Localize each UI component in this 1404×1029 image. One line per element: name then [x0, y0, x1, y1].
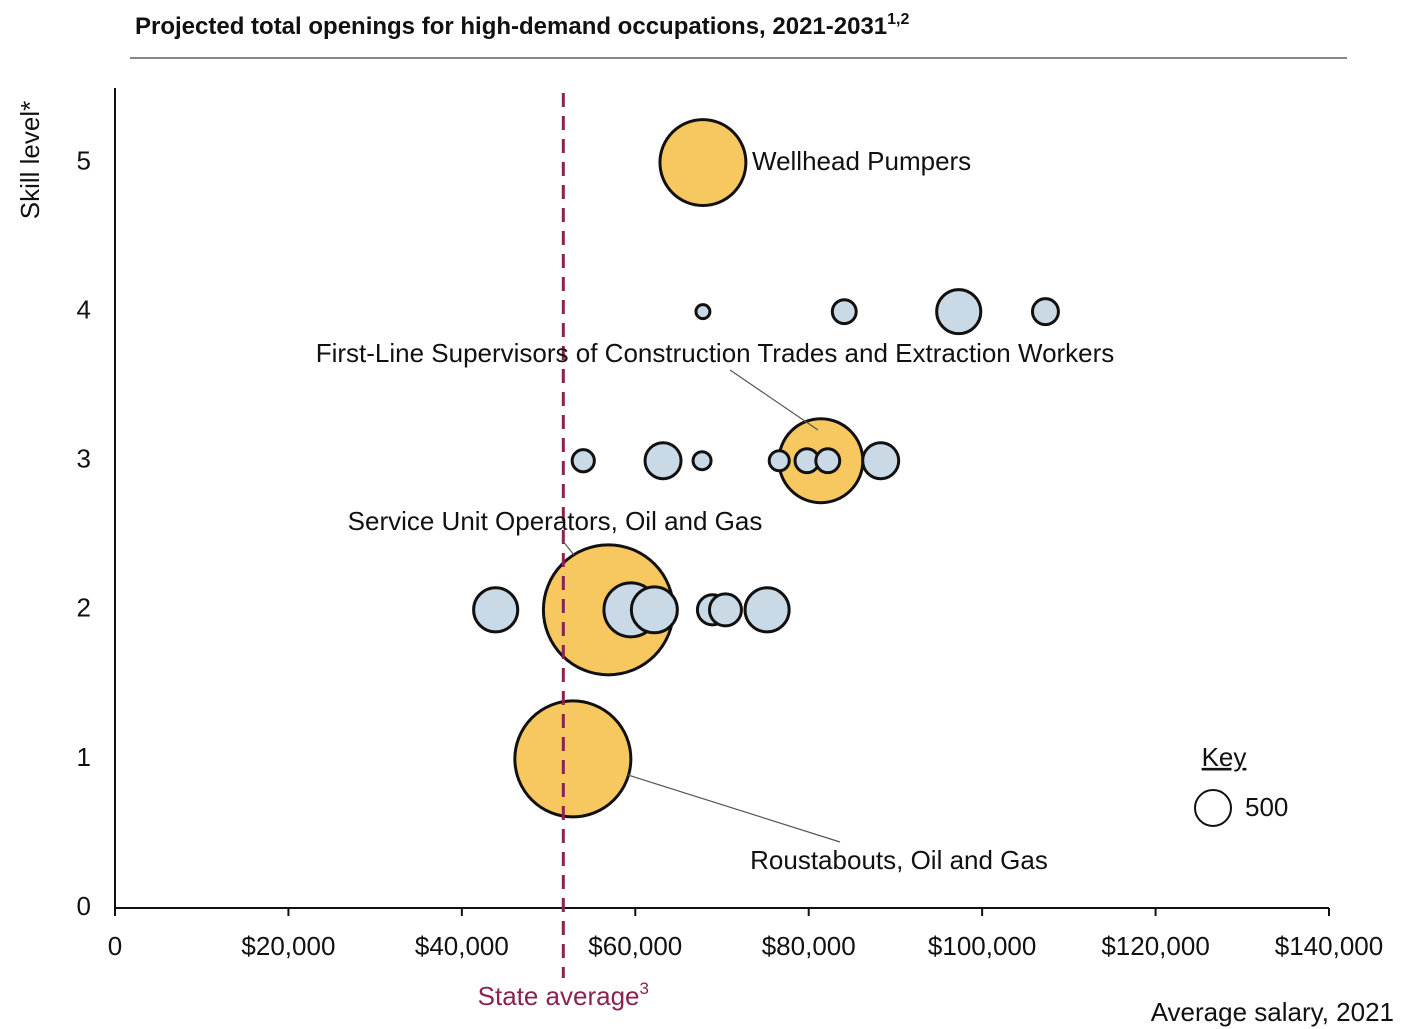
bubble	[694, 303, 712, 321]
leader-line	[627, 774, 841, 843]
annotation: Roustabouts, Oil and Gas	[750, 845, 1048, 875]
y-tick-label: 4	[77, 295, 91, 325]
key-bubble	[1194, 789, 1232, 827]
bubble	[1030, 297, 1060, 327]
y-tick-label: 2	[77, 593, 91, 623]
bubble	[814, 447, 842, 475]
bubble	[743, 586, 791, 634]
bubble	[935, 288, 983, 336]
x-tick-label: 0	[108, 931, 122, 961]
reference-label-text: State average	[478, 981, 640, 1011]
bubble	[643, 441, 683, 481]
y-tick-label: 1	[77, 742, 91, 772]
leader-line	[561, 539, 575, 556]
bubble	[830, 298, 858, 326]
key-title: Key	[1202, 742, 1247, 772]
bubble	[861, 441, 901, 481]
bubble	[570, 448, 596, 474]
bubble	[691, 450, 713, 472]
annotation: First-Line Supervisors of Construction T…	[316, 338, 1115, 368]
x-tick-label: $120,000	[1101, 931, 1209, 961]
reference-label: State average3	[478, 979, 649, 1010]
leader-line	[729, 369, 819, 431]
x-tick-label: $100,000	[928, 931, 1036, 961]
reference-label-superscript: 3	[640, 979, 649, 998]
bubble	[767, 449, 791, 473]
y-tick-label: 0	[77, 891, 91, 921]
title-text: Projected total openings for high-demand…	[135, 13, 887, 40]
chart-title: Projected total openings for high-demand…	[135, 11, 910, 40]
y-axis-label: Skill level*	[15, 101, 45, 220]
y-tick-label: 3	[77, 444, 91, 474]
annotation: Service Unit Operators, Oil and Gas	[348, 506, 763, 536]
bubble	[658, 118, 748, 208]
key-label: 500	[1245, 792, 1288, 822]
annotation: Wellhead Pumpers	[752, 146, 971, 176]
x-tick-label: $80,000	[762, 931, 856, 961]
bubble	[472, 586, 520, 634]
x-tick-label: $20,000	[241, 931, 335, 961]
x-axis-label: Average salary, 2021	[1151, 997, 1394, 1027]
x-tick-label: $40,000	[415, 931, 509, 961]
title-superscript: 1,2	[887, 11, 909, 28]
bubble	[707, 592, 743, 628]
y-tick-label: 5	[77, 145, 91, 175]
x-tick-label: $140,000	[1275, 931, 1383, 961]
bubble	[629, 585, 679, 635]
x-tick-label: $60,000	[588, 931, 682, 961]
bubble	[513, 699, 633, 819]
